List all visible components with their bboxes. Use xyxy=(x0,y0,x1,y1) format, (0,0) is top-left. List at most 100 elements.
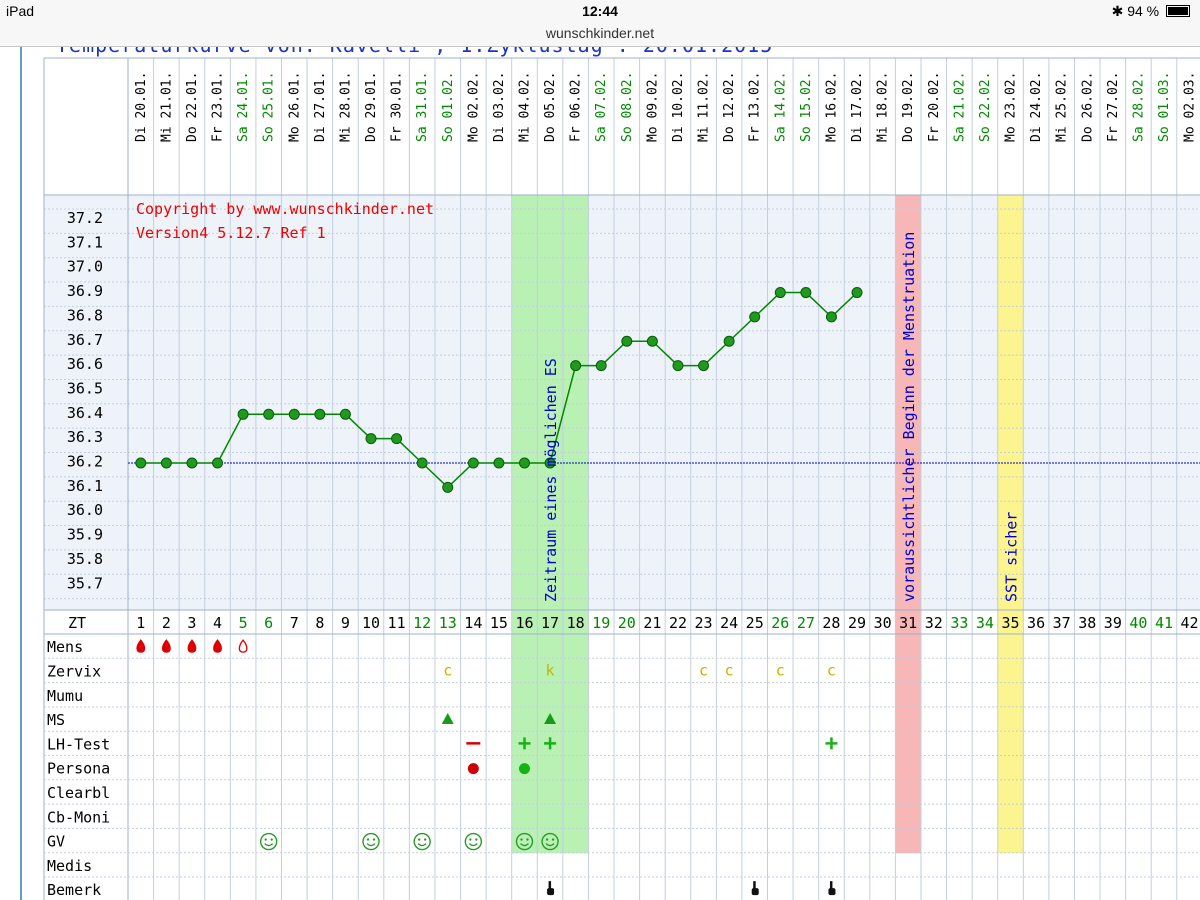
y-tick-label: 35.8 xyxy=(67,550,103,568)
cycle-day-number: 34 xyxy=(976,614,994,632)
y-tick-label: 37.0 xyxy=(67,258,103,276)
date-label: Mo 02.03. xyxy=(1183,72,1198,142)
temperature-point xyxy=(698,360,710,372)
y-tick-label: 36.6 xyxy=(67,355,103,373)
temperature-point xyxy=(237,408,249,420)
date-label: Di 20.01. xyxy=(134,72,149,142)
row-label: Medis xyxy=(47,857,92,875)
smiley-eye xyxy=(475,838,478,841)
date-label: Di 24.02. xyxy=(1029,72,1044,142)
cycle-day-number: 9 xyxy=(341,614,350,632)
green-dot-icon xyxy=(518,763,530,775)
temperature-point xyxy=(212,457,224,469)
smiley-eye xyxy=(469,838,472,841)
cycle-day-number: 38 xyxy=(1078,614,1096,632)
temperature-point xyxy=(723,335,735,347)
smiley-icon xyxy=(362,832,380,851)
date-label: Di 17.02. xyxy=(850,72,865,142)
pointer-hand xyxy=(751,888,759,896)
cycle-day-number: 25 xyxy=(746,614,764,632)
band-label: Zeitraum eines möglichen ES xyxy=(542,358,560,602)
row-label: Bemerk xyxy=(47,881,101,899)
date-label: Do 05.02. xyxy=(543,72,558,142)
date-label: Sa 14.02. xyxy=(773,72,788,142)
temperature-point xyxy=(365,433,377,445)
smiley-eye xyxy=(417,838,421,841)
zervix-mark: c xyxy=(443,661,452,679)
cycle-day-number: 30 xyxy=(874,614,892,632)
cycle-day-number: 23 xyxy=(695,614,713,632)
date-label: Sa 21.02. xyxy=(952,72,967,142)
smiley-mouth xyxy=(520,843,529,847)
smiley-face xyxy=(464,832,483,851)
temperature-point xyxy=(416,457,428,469)
band-label: SST sicher xyxy=(1003,512,1021,602)
cycle-day-number: 40 xyxy=(1129,614,1147,632)
row-label: Mumu xyxy=(47,687,83,705)
cycle-day-number: 5 xyxy=(239,614,248,632)
row-label: Zervix xyxy=(47,662,101,680)
cycle-day-number: 17 xyxy=(541,614,559,632)
cycle-day-number: 22 xyxy=(669,614,687,632)
blood-drop-icon xyxy=(161,639,171,653)
row-label: Mens xyxy=(47,638,83,656)
smiley-mouth xyxy=(366,843,376,847)
zervix-mark: c xyxy=(776,661,785,679)
date-label: So 01.03. xyxy=(1157,72,1172,142)
date-label: Mo 09.02. xyxy=(645,72,660,142)
cycle-day-number: 15 xyxy=(490,614,508,632)
y-tick-label: 36.1 xyxy=(67,477,103,495)
cycle-day-label: ZT xyxy=(68,614,86,632)
cycle-day-number: 14 xyxy=(464,614,482,632)
cycle-day-number: 32 xyxy=(925,614,943,632)
date-label: Do 26.02. xyxy=(1080,72,1095,142)
date-label: Mo 02.02. xyxy=(466,72,481,142)
cycle-day-number: 6 xyxy=(264,614,273,632)
temperature-point xyxy=(800,287,812,299)
date-label: Mo 26.01. xyxy=(287,72,302,142)
cycle-day-number: 19 xyxy=(592,614,610,632)
temperature-point xyxy=(288,408,300,420)
date-label: Mi 18.02. xyxy=(876,72,891,142)
row-label: Cb-Moni xyxy=(47,808,110,826)
temperature-point xyxy=(263,408,275,420)
date-label: Fr 13.02. xyxy=(748,72,763,142)
page-left-border xyxy=(20,47,22,900)
date-label: Sa 24.01. xyxy=(236,72,251,142)
date-label: Fr 27.02. xyxy=(1106,72,1121,142)
smiley-mouth xyxy=(264,843,274,847)
date-label: Fr 06.02. xyxy=(569,72,584,142)
temperature-point xyxy=(749,311,761,323)
y-tick-label: 36.4 xyxy=(67,404,103,422)
cycle-day-number: 29 xyxy=(848,614,866,632)
address-bar[interactable]: wunschkinder.net xyxy=(0,22,1200,47)
smiley-eye xyxy=(372,838,376,841)
cycle-day-number: 26 xyxy=(771,614,789,632)
temperature-point xyxy=(672,360,684,372)
device-name: iPad xyxy=(6,3,35,19)
smiley-icon xyxy=(541,832,559,851)
temperature-point xyxy=(314,408,326,420)
smiley-face xyxy=(541,832,559,851)
y-tick-label: 36.0 xyxy=(67,501,103,519)
temperature-point xyxy=(518,457,530,469)
bluetooth-icon: ✱ xyxy=(1111,3,1124,19)
temperature-point xyxy=(544,457,556,469)
clock: 12:44 xyxy=(582,3,618,19)
cycle-day-number: 24 xyxy=(720,614,738,632)
y-tick-label: 37.1 xyxy=(67,233,103,251)
cycle-day-number: 20 xyxy=(618,614,636,632)
date-label: Mo 23.02. xyxy=(1004,72,1019,142)
cycle-day-number: 33 xyxy=(950,614,968,632)
date-label: Di 27.01. xyxy=(313,72,328,142)
cycle-day-number: 35 xyxy=(1001,614,1019,632)
temperature-point xyxy=(851,287,863,299)
temperature-point xyxy=(621,335,633,347)
date-label: Mi 04.02. xyxy=(517,72,532,142)
cycle-day-number: 11 xyxy=(388,614,406,632)
page-content: Temperaturkurve von: Kavelli ; 1.Zyklust… xyxy=(0,47,1200,900)
blood-drop-icon xyxy=(136,639,146,653)
cycle-day-number: 31 xyxy=(899,614,917,632)
pointer-icon xyxy=(751,881,759,896)
cycle-day-number: 16 xyxy=(515,614,533,632)
